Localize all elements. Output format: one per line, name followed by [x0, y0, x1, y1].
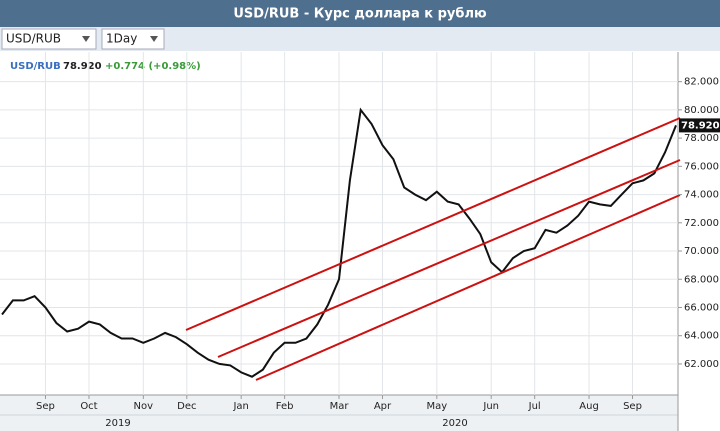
interval-select-text: 1Day	[106, 32, 137, 46]
header-bar	[0, 0, 720, 27]
x-tick-label: Jul	[528, 401, 541, 412]
trend-lines	[185, 117, 681, 381]
legend-price: 78.920	[63, 61, 102, 72]
chart-title: USD/RUB - Курс доллара к рублю	[233, 7, 487, 22]
legend-change: +0.774 (+0.98%)	[105, 61, 201, 72]
x-tick-label: Aug	[579, 401, 599, 412]
year-label: 2020	[442, 418, 467, 429]
y-tick-label: 72.000	[684, 218, 719, 229]
x-tick-label: Sep	[623, 401, 642, 412]
x-tick-label: Nov	[134, 401, 154, 412]
year-label: 2019	[105, 418, 130, 429]
trend-line	[185, 117, 681, 331]
x-tick-label: Mar	[330, 401, 350, 412]
y-tick-label: 64.000	[684, 331, 719, 342]
last-price-tag	[679, 118, 720, 133]
dropdown-arrow	[82, 36, 90, 42]
x-tick-label: Jun	[482, 401, 499, 412]
y-tick-label: 68.000	[684, 274, 719, 285]
y-tick-label: 78.000	[684, 133, 719, 144]
y-tick-label: 76.000	[684, 161, 719, 172]
x-tick-label: Jan	[232, 401, 248, 412]
x-axis-band	[0, 395, 678, 431]
price-line	[1, 107, 677, 378]
symbol-select[interactable]	[1, 28, 97, 50]
x-tick-label: Apr	[374, 401, 392, 412]
symbol-select-text: USD/RUB	[6, 32, 61, 46]
trend-line	[255, 194, 681, 381]
trend-line	[217, 159, 681, 358]
y-tick-label: 70.000	[684, 246, 719, 257]
x-tick-label: May	[426, 401, 447, 412]
x-tick-label: Dec	[177, 401, 196, 412]
y-tick-label: 66.000	[684, 302, 719, 313]
y-tick-label: 82.000	[684, 77, 719, 88]
y-tick-label: 62.000	[684, 359, 719, 370]
y-tick-label: 74.000	[684, 190, 719, 201]
last-price-label: 78.920	[681, 120, 720, 131]
interval-select[interactable]	[101, 28, 165, 50]
y-tick-label: 80.000	[684, 105, 719, 116]
dropdown-arrow	[150, 36, 158, 42]
legend-symbol: USD/RUB	[10, 61, 61, 72]
x-tick-label: Oct	[80, 401, 97, 412]
x-tick-label: Sep	[36, 401, 55, 412]
x-tick-label: Feb	[276, 401, 294, 412]
